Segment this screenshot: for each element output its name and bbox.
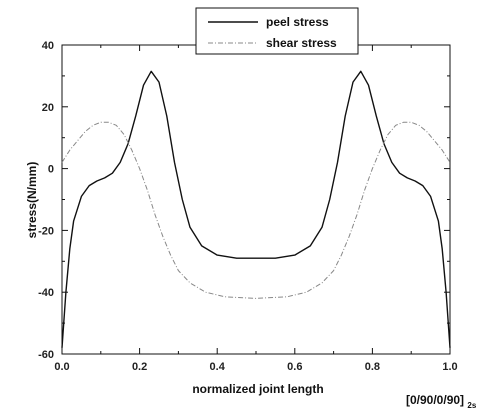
x-tick-label: 0.6 <box>287 361 302 373</box>
legend: peel stress shear stress <box>195 7 359 55</box>
tick-labels: 0.0 0.2 0.4 0.6 0.8 1.0 40 20 0 -20 -40 -60 <box>38 40 458 373</box>
series-line-shear-stress <box>61 121 451 299</box>
x-tick-label: 0.4 <box>210 361 226 373</box>
series-layer <box>61 70 451 348</box>
y-tick-label: 0 <box>48 164 54 176</box>
legend-label-peel: peel stress <box>266 15 329 29</box>
x-tick-label: 0.8 <box>365 361 380 373</box>
legend-label-shear: shear stress <box>266 36 337 50</box>
axis-ticks <box>61 44 451 355</box>
x-axis-title: normalized joint length <box>192 382 323 396</box>
x-tick-label: 1.0 <box>442 361 457 373</box>
y-tick-label: -40 <box>38 287 54 299</box>
x-tick-label: 0.2 <box>132 361 147 373</box>
plot-frame <box>61 44 451 355</box>
y-tick-label: -20 <box>38 225 54 237</box>
layup-annotation-main: [0/90/0/90] <box>406 393 464 407</box>
x-tick-label: 0.0 <box>54 361 69 373</box>
legend-box <box>195 7 359 55</box>
y-axis-title: stress(N/mm) <box>25 162 39 239</box>
y-tick-label: 40 <box>42 40 54 52</box>
series-line-peel-stress <box>61 70 451 348</box>
layup-annotation: [0/90/0/90] 2s <box>406 393 477 410</box>
y-tick-label: -60 <box>38 349 54 361</box>
layup-annotation-sub: 2s <box>467 401 476 410</box>
y-tick-label: 20 <box>42 102 54 114</box>
